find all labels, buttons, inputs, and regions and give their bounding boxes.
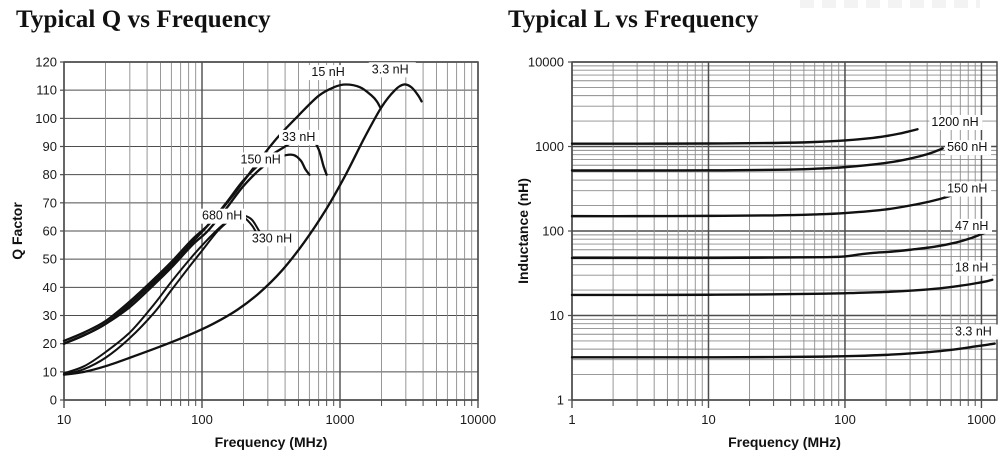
y-tick-label: 0: [50, 393, 57, 408]
y-tick-label: 10: [43, 364, 57, 379]
x-tick-label: 10000: [460, 412, 496, 427]
label-backdrop: [279, 129, 319, 145]
grid-q: [63, 61, 479, 401]
series-curve: [570, 230, 989, 260]
plot-area-l: 1 10 100 1000 10000 1 10 100 1000 Frequency (MHz)…: [515, 55, 999, 450]
label-backdrop: [199, 208, 246, 224]
y-tick-label: 120: [35, 55, 57, 70]
series-curve: [570, 147, 944, 172]
y-tick-label: 1000: [535, 139, 564, 154]
label-backdrop: [953, 324, 999, 340]
series-curve: [570, 128, 919, 145]
label-backdrop: [945, 140, 992, 156]
series-curve: [62, 83, 423, 376]
chart-title-l: Typical L vs Frequency: [508, 6, 759, 33]
x-tick-label: 1: [568, 412, 575, 427]
series-label: 680 nH: [202, 209, 242, 223]
y-tick-labels-l: 1 10 100 1000 10000: [528, 55, 572, 408]
x-tick-label: 100: [191, 412, 213, 427]
label-backdrop: [237, 152, 285, 168]
x-tick-labels-q: 10 100 1000 10000: [57, 400, 496, 427]
series-label: 1200 nH: [931, 115, 978, 129]
series-label: 3.3 nH: [372, 62, 409, 76]
series-curve: [570, 184, 980, 218]
series-label: 150 nH: [947, 182, 987, 196]
label-backdrop: [929, 115, 983, 130]
x-tick-label: 1000: [967, 412, 996, 427]
series-label: 33 nH: [282, 130, 315, 144]
y-tick-label: 30: [43, 308, 57, 323]
x-axis-title-l: Frequency (MHz): [728, 434, 841, 450]
y-tick-label: 100: [542, 224, 564, 239]
cropped-header-artifact: [800, 0, 980, 8]
y-tick-label: 10: [550, 308, 564, 323]
series-label: 15 nH: [311, 65, 344, 79]
y-tick-label: 20: [43, 336, 57, 351]
y-tick-label: 40: [43, 280, 57, 295]
series-curve: [63, 214, 267, 375]
y-tick-label: 60: [43, 224, 57, 239]
y-tick-label: 110: [36, 83, 57, 98]
y-tick-label: 80: [43, 167, 57, 182]
label-backdrop: [953, 260, 992, 276]
y-tick-label: 10000: [528, 55, 564, 70]
x-tick-label: 100: [834, 412, 856, 427]
label-backdrop: [308, 65, 349, 81]
series-label: 18 nH: [955, 261, 988, 275]
chart-panel-q-vs-frequency: Typical Q vs Frequency 0 10 20 30 40 50 60 70 80…: [9, 6, 496, 451]
series-labels-l: 1200 nH 560 nH 150 nH 47 nH 18 nH 3.3 nH: [929, 115, 999, 340]
series-label: 150 nH: [241, 152, 281, 166]
x-axis-title-q: Frequency (MHz): [215, 434, 328, 450]
series-curve: [570, 278, 994, 297]
label-backdrop: [953, 218, 992, 234]
y-axis-title-l: Inductance (nH): [515, 178, 531, 284]
grid-l: [571, 61, 998, 401]
series-group-q: [62, 83, 423, 376]
y-tick-label: 100: [35, 111, 57, 126]
chart-title-q: Typical Q vs Frequency: [16, 6, 271, 33]
series-label: 47 nH: [955, 219, 988, 233]
label-backdrop: [368, 62, 416, 78]
x-tick-labels-l: 1 10 100 1000: [568, 400, 996, 427]
x-tick-label: 1000: [326, 412, 355, 427]
y-axis-title-q: Q Factor: [9, 202, 25, 260]
label-backdrop: [945, 181, 992, 197]
y-tick-labels-q: 0 10 20 30 40 50 60 70 80 90 100 110 120: [35, 55, 64, 408]
x-tick-label: 10: [57, 412, 71, 427]
series-group-l: [570, 128, 996, 359]
label-backdrop: [248, 231, 296, 247]
y-tick-label: 1: [557, 393, 564, 408]
series-label: 3.3 nH: [955, 325, 992, 339]
y-tick-label: 50: [43, 252, 57, 267]
series-label: 560 nH: [947, 140, 987, 154]
y-tick-label: 90: [43, 139, 57, 154]
y-tick-label: 70: [43, 195, 57, 210]
x-tick-label: 10: [701, 412, 715, 427]
series-label: 330 nH: [252, 231, 292, 245]
chart-panel-l-vs-frequency: Typical L vs Frequency 1 10 100 1000 10000 1 1…: [490, 0, 1000, 457]
series-curve: [570, 342, 996, 359]
